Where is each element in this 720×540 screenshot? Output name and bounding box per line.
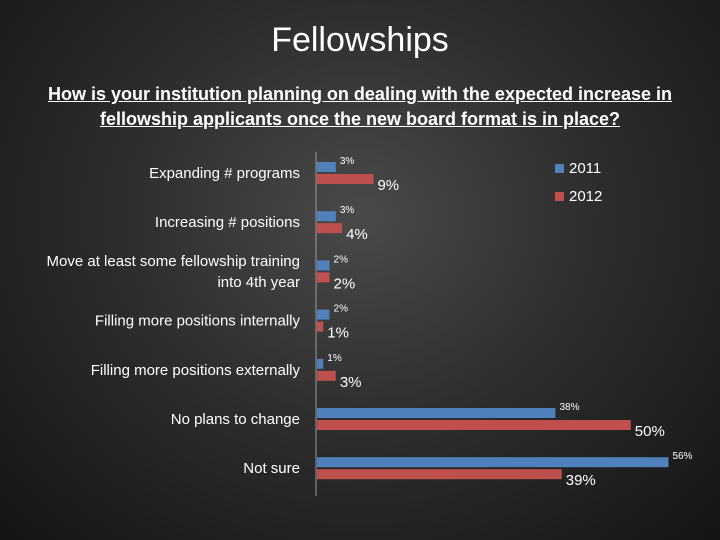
category-label-1: Expanding # programs (149, 165, 300, 182)
bar-2012-3 (317, 272, 330, 283)
bar-2012-7 (317, 469, 562, 480)
data-label-2011-5: 1% (327, 353, 342, 364)
data-label-2011-2: 3% (340, 205, 355, 216)
data-label-2012-5: 3% (340, 374, 362, 391)
chart-question: How is your institution planning on deal… (47, 84, 673, 129)
bar-2011-7 (317, 457, 669, 468)
bar-2012-5 (317, 370, 336, 381)
category-label-5: Filling more positions externally (91, 362, 301, 379)
data-label-2011-4: 2% (334, 304, 349, 315)
bar-2012-2 (317, 223, 343, 234)
bar-2012-6 (317, 420, 631, 430)
legend-swatch-2012 (555, 192, 564, 201)
bar-2012-1 (317, 174, 374, 184)
legend-label-2011: 2011 (569, 160, 601, 177)
data-label-2012-3: 2% (334, 275, 356, 292)
category-label-3: Move at least some fellowship training in… (47, 253, 300, 291)
data-label-2012-7: 39% (566, 472, 596, 489)
category-label-4: Filling more positions internally (95, 313, 301, 330)
data-label-2012-6: 50% (635, 423, 665, 440)
data-label-2011-3: 2% (334, 254, 349, 265)
legend-label-2012: 2012 (569, 188, 602, 205)
bar-2011-3 (317, 260, 330, 271)
slide-title: Fellowships (271, 21, 449, 59)
data-label-2012-1: 9% (377, 177, 399, 194)
data-label-2012-4: 1% (327, 325, 349, 342)
bar-2011-6 (317, 408, 556, 418)
category-label-6: No plans to change (171, 411, 300, 428)
data-label-2012-2: 4% (346, 226, 368, 243)
bar-2012-4 (317, 321, 324, 332)
bar-2011-5 (317, 358, 324, 369)
category-label-2: Increasing # positions (155, 214, 300, 231)
bar-2011-2 (317, 211, 336, 222)
data-label-2011-6: 38% (559, 402, 579, 413)
category-label-7: Not sure (243, 460, 300, 477)
data-label-2011-7: 56% (672, 451, 692, 462)
data-label-2011-1: 3% (340, 156, 355, 167)
bar-2011-1 (317, 162, 336, 172)
bar-2011-4 (317, 309, 330, 320)
legend-swatch-2011 (555, 164, 564, 173)
